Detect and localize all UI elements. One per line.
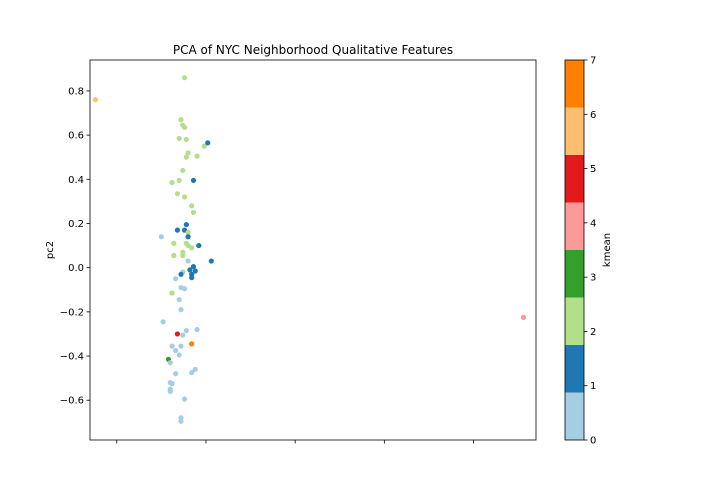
y-axis: 0.8 0.6 0.4 0.2 0.0 −0.2 −0.4 −0.6 xyxy=(60,86,90,407)
scatter-point xyxy=(176,352,182,358)
scatter-point xyxy=(176,135,182,142)
scatter-point xyxy=(176,297,182,303)
scatter-point xyxy=(185,150,191,156)
scatter-point xyxy=(178,271,184,277)
y-tick-label: −0.6 xyxy=(60,396,84,407)
scatter-point xyxy=(171,240,177,246)
colorbar-band xyxy=(565,345,584,393)
colorbar-tick-label: 6 xyxy=(590,110,596,121)
scatter-point xyxy=(189,203,195,209)
colorbar-band xyxy=(565,250,584,298)
scatter-point xyxy=(173,276,179,282)
scatter-point xyxy=(183,221,189,228)
scatter-point xyxy=(173,347,179,354)
scatter-point xyxy=(174,227,181,233)
colorbar-label: kmean xyxy=(602,233,613,267)
y-tick-label: 0.8 xyxy=(68,86,84,97)
scatter-point xyxy=(180,167,186,174)
y-tick-label: −0.2 xyxy=(60,307,84,318)
scatter-point xyxy=(190,177,197,184)
scatter-point xyxy=(190,263,197,270)
colorbar-tick-label: 2 xyxy=(590,327,596,338)
colorbar-tick-label: 3 xyxy=(590,273,596,284)
scatter-point xyxy=(176,177,182,184)
colorbar-tick-label: 7 xyxy=(590,56,596,67)
colorbar-band xyxy=(565,155,584,203)
scatter-point xyxy=(167,360,173,366)
scatter-point xyxy=(183,328,189,334)
scatter-point xyxy=(178,343,184,349)
scatter-point xyxy=(196,242,202,249)
y-tick-label: −0.4 xyxy=(60,352,84,363)
scatter-point xyxy=(92,97,98,103)
colorbar-band xyxy=(565,60,584,108)
colorbar-tick-label: 5 xyxy=(590,164,596,175)
colorbar-band xyxy=(565,297,584,345)
scatter-point xyxy=(167,388,173,394)
scatter-point xyxy=(187,267,193,273)
scatter-point xyxy=(181,124,188,130)
scatter-point xyxy=(178,117,184,123)
scatter-point xyxy=(205,140,211,146)
scatter-point xyxy=(181,286,188,292)
scatter-point xyxy=(158,234,164,240)
colorbar-band xyxy=(565,392,584,440)
scatter-point xyxy=(185,258,191,264)
scatter-point xyxy=(189,341,195,347)
scatter-point xyxy=(208,258,214,264)
scatter-point xyxy=(192,366,198,372)
scatter-point xyxy=(183,136,189,143)
scatter-point xyxy=(180,252,186,259)
scatter-point xyxy=(192,268,198,274)
scatter-point xyxy=(178,418,184,424)
scatter-point xyxy=(169,290,175,296)
scatter-point xyxy=(189,245,195,251)
scatter-point xyxy=(183,154,189,160)
scatter-point xyxy=(180,332,186,338)
scatter-point xyxy=(174,191,181,197)
colorbar-tick-label: 1 xyxy=(590,381,596,392)
colorbar-bands xyxy=(565,60,584,440)
colorbar-tick-label: 0 xyxy=(590,436,596,447)
colorbar-tick-label: 4 xyxy=(590,218,596,229)
x-axis xyxy=(116,440,474,444)
y-tick-label: 0.4 xyxy=(68,175,84,186)
y-tick-label: 0.0 xyxy=(68,263,84,274)
scatter-point xyxy=(520,314,527,320)
scatter-point xyxy=(194,326,200,333)
plot-frame xyxy=(89,59,537,441)
scatter-point xyxy=(189,370,195,376)
colorbar-ticks: 0 1 2 3 4 5 6 7 xyxy=(584,56,596,447)
y-tick-label: 0.2 xyxy=(68,219,84,230)
scatter-point xyxy=(160,319,166,325)
scatter-point xyxy=(169,381,175,387)
colorbar-band xyxy=(565,202,584,250)
scatter-point xyxy=(190,209,197,216)
scatter-point xyxy=(173,371,179,377)
scatter-point xyxy=(185,229,191,235)
scatter-point xyxy=(174,331,181,337)
scatter-point xyxy=(169,343,175,349)
scatter-point xyxy=(178,307,184,313)
scatter-point xyxy=(185,234,191,240)
y-tick-label: 0.6 xyxy=(68,131,84,142)
scatter-point xyxy=(201,143,207,149)
chart-title: PCA of NYC Neighborhood Qualitative Feat… xyxy=(173,43,453,57)
scatter-point xyxy=(189,275,195,281)
scatter-points xyxy=(92,75,527,424)
colorbar: 0 1 2 3 4 5 6 7 xyxy=(564,56,596,447)
scatter-point xyxy=(169,180,175,186)
colorbar-frame xyxy=(564,59,585,441)
colorbar-band xyxy=(565,107,584,155)
scatter-point xyxy=(181,75,188,81)
scatter-point xyxy=(181,194,188,200)
scatter-point xyxy=(181,396,188,402)
scatter-point xyxy=(171,252,177,259)
y-axis-label: pc2 xyxy=(45,241,56,259)
plot-area: 0.8 0.6 0.4 0.2 0.0 −0.2 −0.4 −0.6 xyxy=(60,59,537,444)
scatter-point xyxy=(194,153,200,159)
